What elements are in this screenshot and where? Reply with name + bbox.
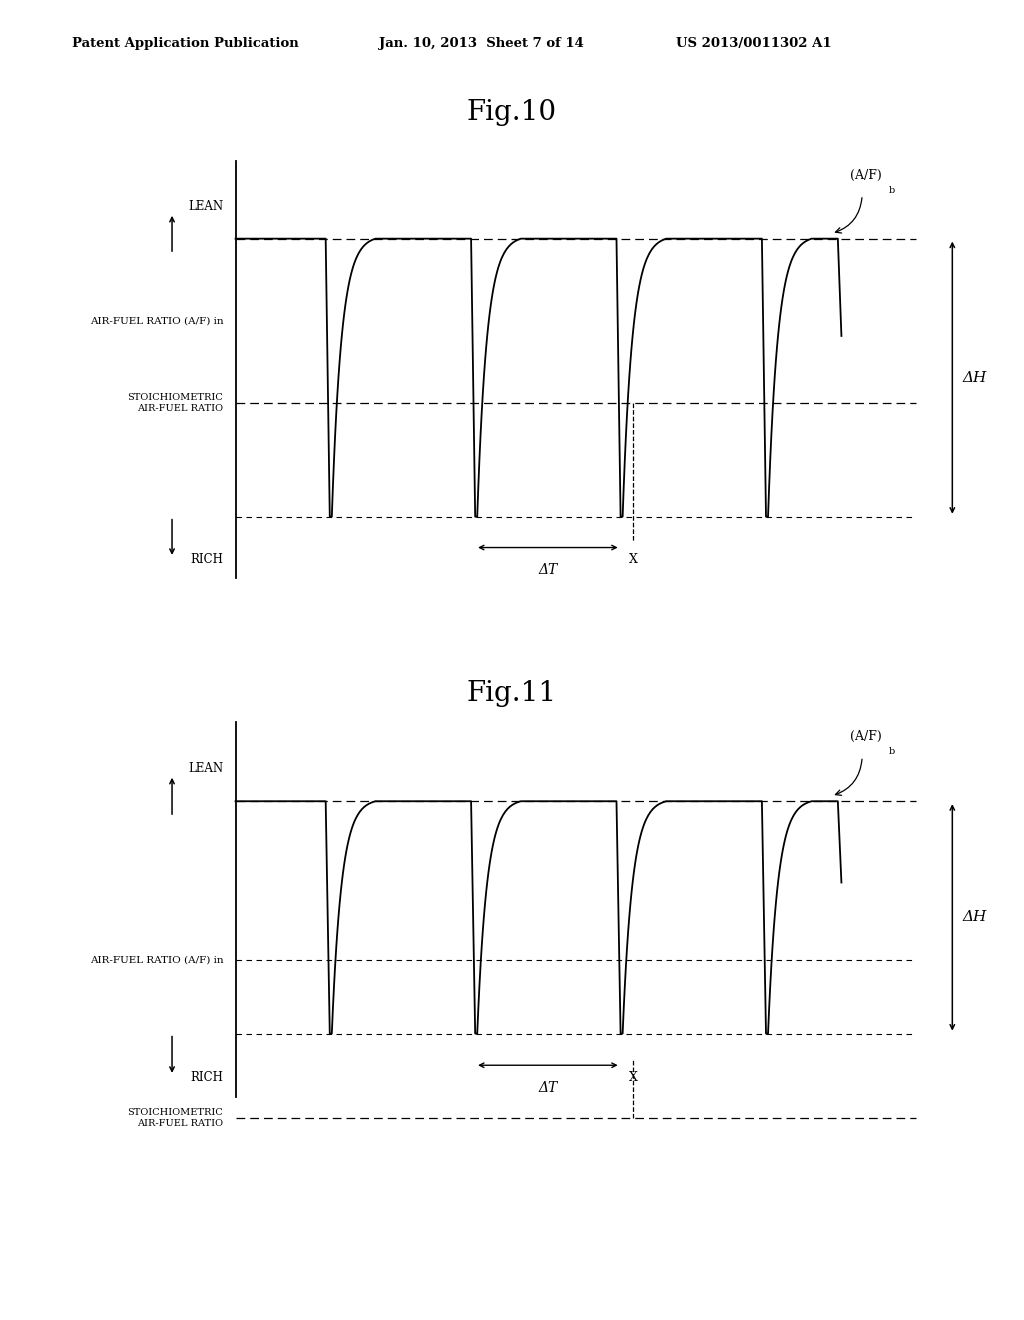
Text: Patent Application Publication: Patent Application Publication bbox=[72, 37, 298, 50]
Text: LEAN: LEAN bbox=[188, 762, 223, 775]
Text: LEAN: LEAN bbox=[188, 199, 223, 213]
Text: X: X bbox=[629, 1071, 637, 1084]
Text: ΔH: ΔH bbox=[963, 371, 987, 384]
Text: (A/F): (A/F) bbox=[850, 730, 882, 743]
Text: RICH: RICH bbox=[190, 553, 223, 566]
Text: Fig.10: Fig.10 bbox=[467, 99, 557, 125]
Text: STOICHIOMETRIC
AIR-FUEL RATIO: STOICHIOMETRIC AIR-FUEL RATIO bbox=[127, 1107, 223, 1129]
Text: X: X bbox=[629, 553, 637, 566]
Text: US 2013/0011302 A1: US 2013/0011302 A1 bbox=[676, 37, 831, 50]
Text: STOICHIOMETRIC
AIR-FUEL RATIO: STOICHIOMETRIC AIR-FUEL RATIO bbox=[127, 393, 223, 413]
Text: AIR-FUEL RATIO (A/F) in: AIR-FUEL RATIO (A/F) in bbox=[90, 317, 223, 326]
Text: AIR-FUEL RATIO (A/F) in: AIR-FUEL RATIO (A/F) in bbox=[90, 956, 223, 964]
Text: RICH: RICH bbox=[190, 1071, 223, 1084]
Text: (A/F): (A/F) bbox=[850, 169, 882, 182]
Text: Jan. 10, 2013  Sheet 7 of 14: Jan. 10, 2013 Sheet 7 of 14 bbox=[379, 37, 584, 50]
Text: ΔT: ΔT bbox=[539, 562, 557, 577]
Text: b: b bbox=[889, 747, 895, 756]
Text: b: b bbox=[889, 186, 895, 195]
Text: Fig.11: Fig.11 bbox=[467, 680, 557, 706]
Text: ΔT: ΔT bbox=[539, 1081, 557, 1096]
Text: ΔH: ΔH bbox=[963, 911, 987, 924]
